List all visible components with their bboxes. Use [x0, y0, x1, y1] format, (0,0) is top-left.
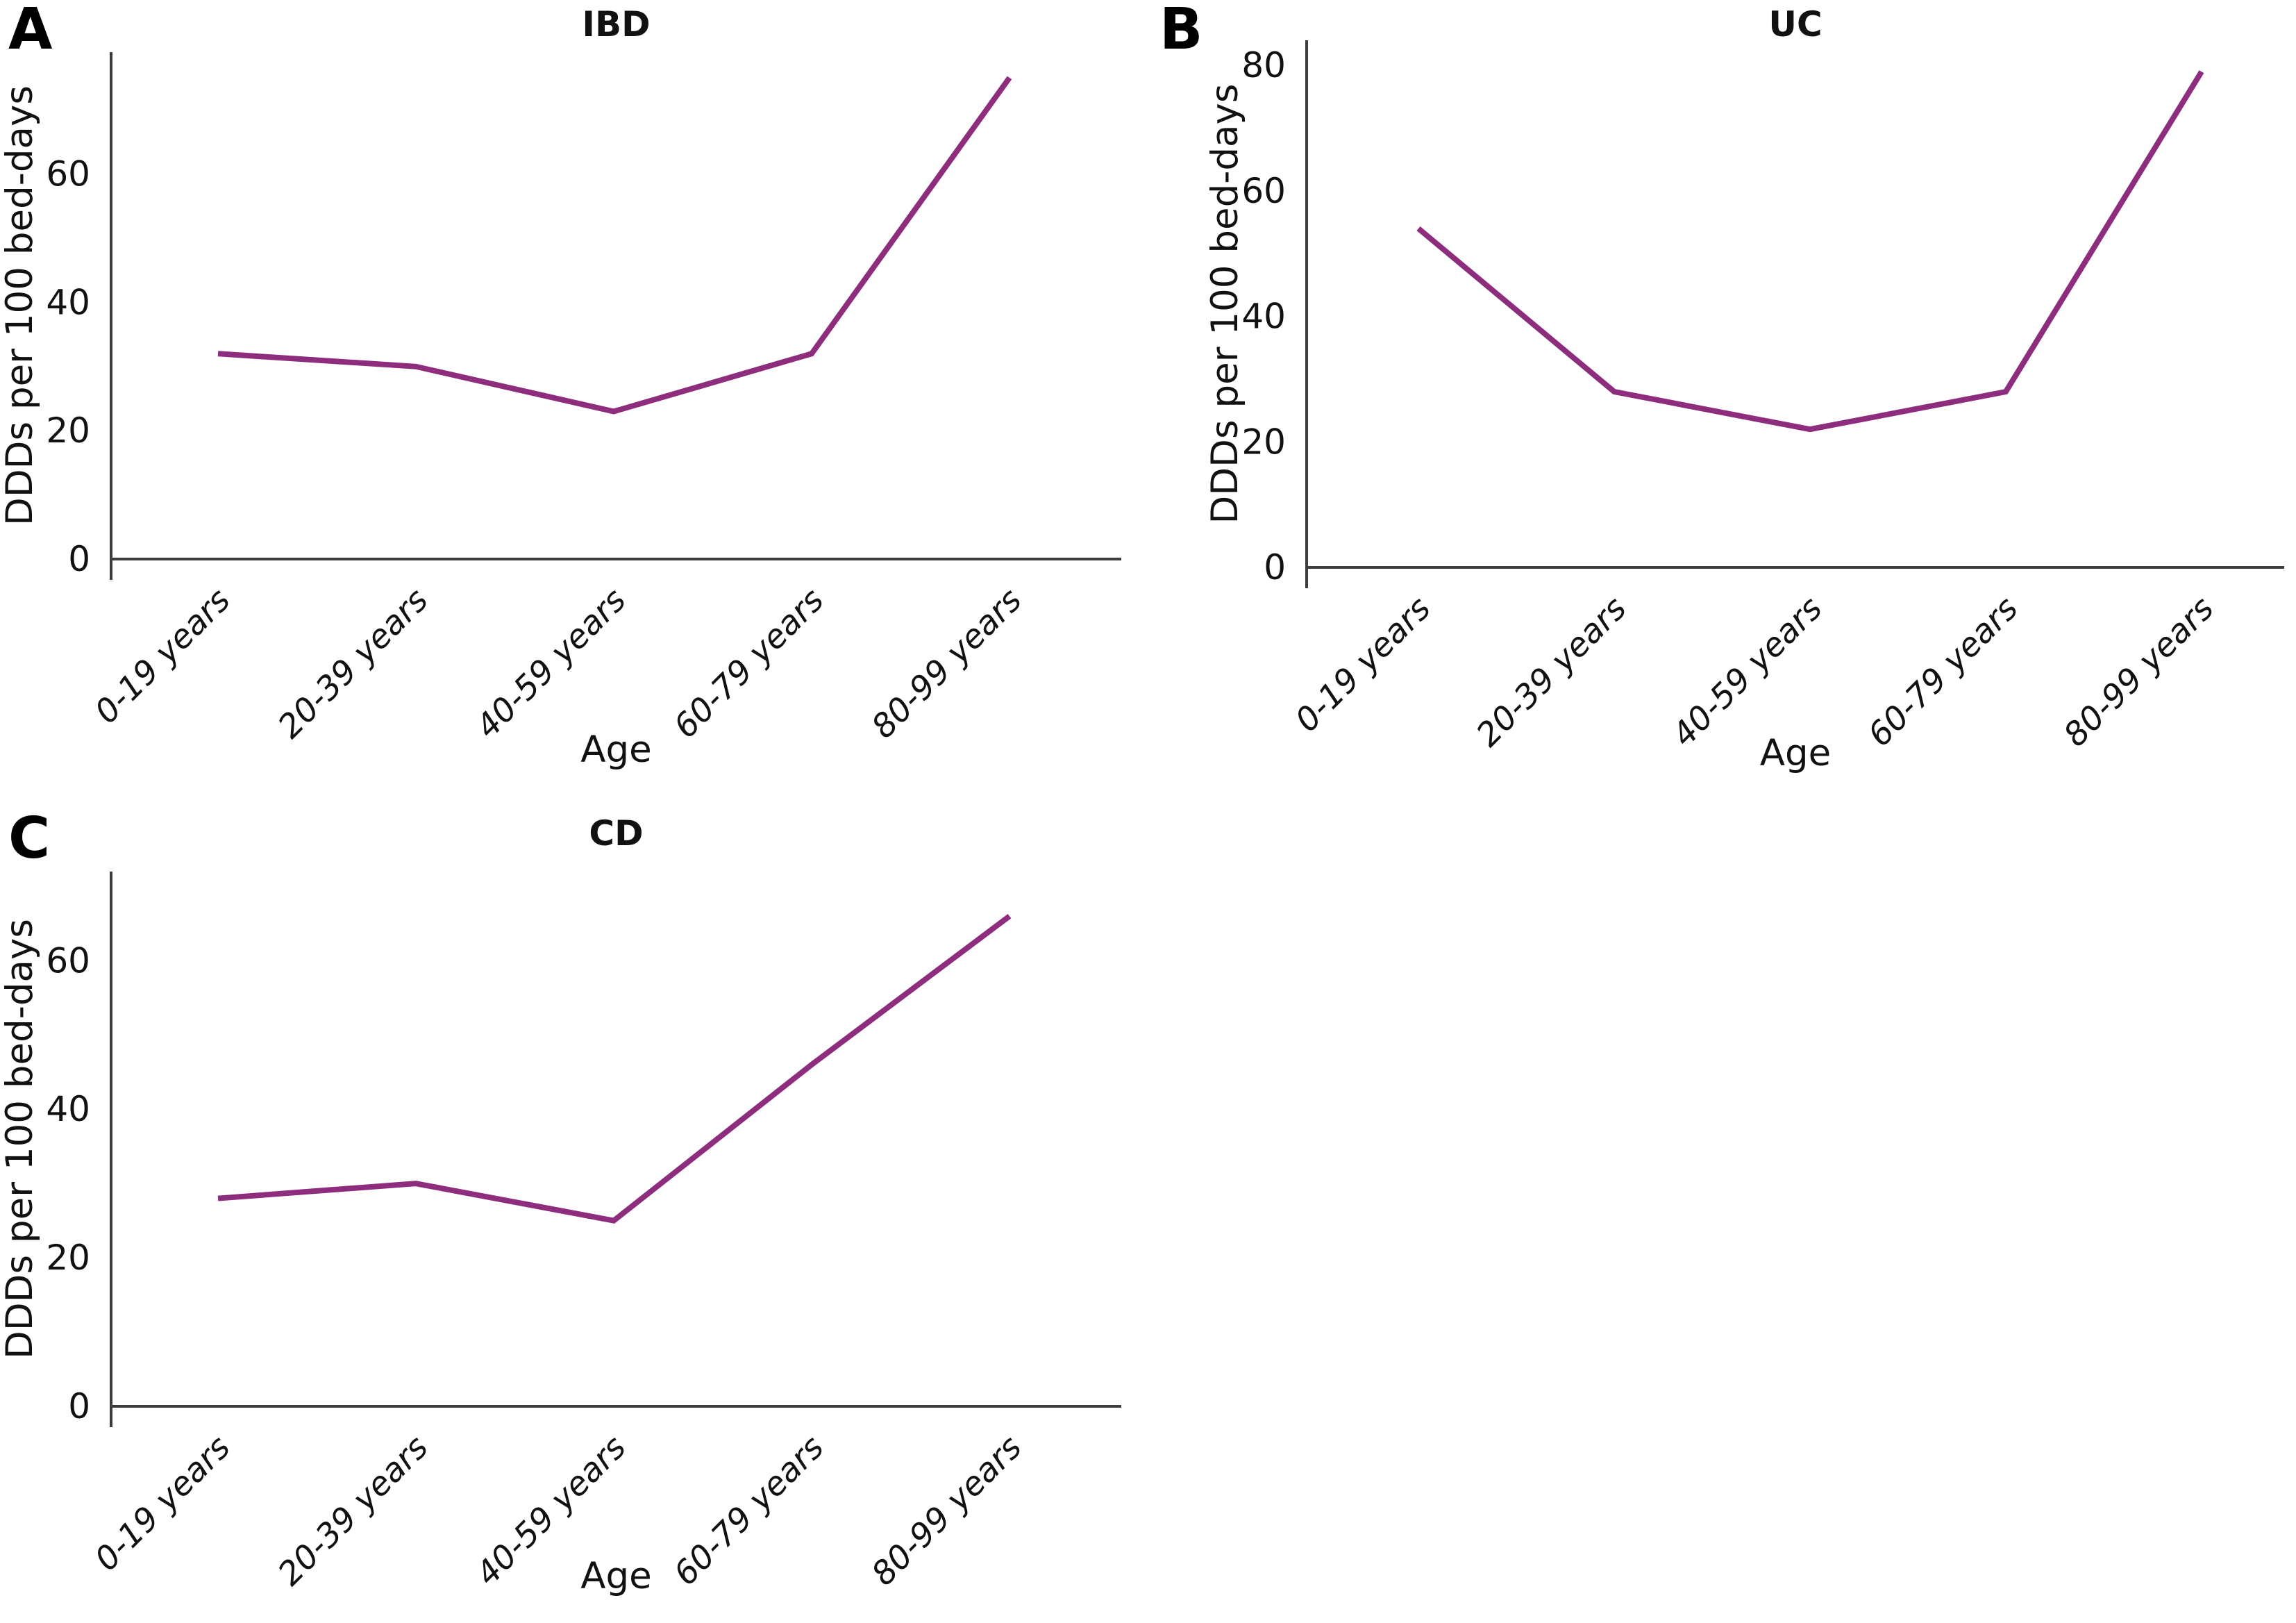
x-tick-label: 80-99 years	[864, 581, 1029, 746]
panel-letter-b: B	[1159, 0, 1203, 63]
x-tick-label: 0-19 years	[87, 581, 237, 731]
series-line	[217, 76, 1012, 415]
series-line	[1416, 70, 2204, 433]
chart-title: IBD	[582, 4, 650, 44]
y-axis-label: DDDs per 100 bed-days	[1204, 84, 1246, 524]
x-tick-label: 80-99 years	[2056, 590, 2221, 754]
panel-ibd: A IBD 0 20 40 60 0-19 years 20-39 years 40-59 y…	[0, 0, 1146, 809]
x-tick-label: 20-39 years	[271, 1429, 435, 1593]
chart-title: UC	[1768, 4, 1822, 44]
x-tick-label: 40-59 years	[469, 581, 633, 746]
x-tick-label: 60-79 years	[667, 1429, 831, 1593]
y-tick-label: 60	[46, 154, 90, 194]
series-line	[217, 913, 1012, 1224]
y-tick-label: 40	[46, 1089, 90, 1129]
x-tick-label: 20-39 years	[1469, 590, 1634, 754]
y-tick-label: 20	[1241, 422, 1286, 462]
y-axis-label: DDDs per 100 bed-days	[0, 919, 41, 1359]
x-tick-label: 0-19 years	[1288, 590, 1438, 740]
y-tick-label: 0	[68, 539, 90, 579]
line-chart-ibd: IBD 0 20 40 60 0-19 years 20-39 years 40-59 yea…	[0, 4, 1121, 771]
y-tick-label: 80	[1241, 45, 1286, 85]
y-tick-label: 20	[46, 1238, 90, 1278]
x-axis-label: Age	[580, 1555, 652, 1597]
panel-uc: B UC 0 20 40 60 80 0-19 years 20-39 years 40-59 …	[1146, 0, 2296, 809]
x-tick-label: 60-79 years	[1861, 590, 2025, 754]
x-tick-label: 0-19 years	[87, 1429, 237, 1579]
panel-letter-c: C	[8, 806, 51, 872]
y-tick-label: 0	[68, 1386, 90, 1426]
y-axis-label: DDDs per 100 bed-days	[0, 85, 41, 526]
x-axis-label: Age	[580, 729, 652, 771]
x-tick-label: 80-99 years	[864, 1429, 1029, 1593]
x-tick-label: 20-39 years	[271, 581, 435, 746]
panel-cd: C CD 0 20 40 60 0-19 years 20-39 years 40-59 ye…	[0, 809, 1146, 1623]
y-tick-label: 0	[1264, 547, 1286, 588]
y-tick-label: 20	[46, 410, 90, 451]
y-tick-label: 60	[1241, 171, 1286, 211]
line-chart-uc: UC 0 20 40 60 80 0-19 years 20-39 years 40-59 ye…	[1204, 4, 2284, 774]
y-tick-label: 40	[46, 282, 90, 322]
y-tick-label: 60	[46, 940, 90, 981]
y-tick-label: 40	[1241, 297, 1286, 337]
chart-title: CD	[589, 813, 643, 854]
x-axis-label: Age	[1760, 732, 1832, 774]
x-tick-label: 60-79 years	[667, 581, 831, 746]
panel-letter-a: A	[8, 0, 53, 63]
x-tick-label: 40-59 years	[1665, 590, 1829, 754]
